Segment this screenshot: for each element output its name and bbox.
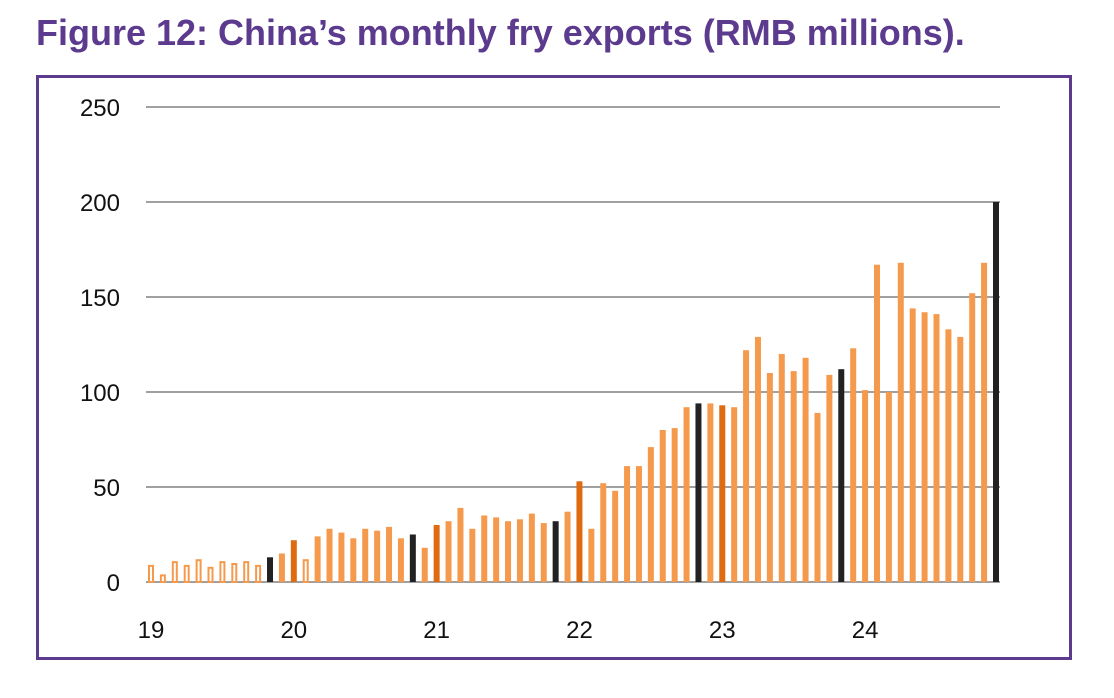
bar	[457, 507, 464, 582]
bar	[909, 308, 916, 582]
x-tick-label: 19	[138, 617, 165, 644]
bar	[421, 547, 428, 582]
bar	[814, 412, 821, 582]
bar	[969, 293, 976, 582]
bar	[159, 574, 166, 584]
bar	[374, 530, 381, 582]
bar	[671, 428, 678, 582]
bar	[445, 521, 452, 582]
bar	[255, 564, 262, 584]
y-tick-label: 100	[80, 380, 120, 407]
bar	[885, 392, 892, 582]
bar	[778, 354, 785, 582]
bar	[195, 559, 202, 584]
bar	[624, 466, 631, 582]
bar	[576, 481, 583, 582]
bar	[314, 536, 321, 582]
bar	[564, 511, 571, 582]
bar	[921, 312, 928, 582]
y-tick-label: 0	[107, 570, 120, 597]
bar	[683, 407, 690, 582]
bar	[612, 490, 619, 582]
bar	[362, 528, 369, 582]
bar	[552, 521, 559, 582]
bar	[600, 483, 607, 582]
bar	[516, 519, 523, 582]
bar	[481, 515, 488, 582]
bar	[171, 561, 178, 583]
chart-frame	[36, 75, 1072, 660]
bar	[766, 373, 773, 582]
bar	[993, 202, 999, 582]
bar	[731, 407, 738, 582]
bar	[957, 336, 964, 582]
gridlines	[146, 106, 1000, 583]
y-tick-label: 250	[80, 95, 120, 122]
bar	[933, 314, 940, 582]
bar	[635, 466, 642, 582]
bar	[719, 405, 726, 582]
bar	[267, 557, 274, 582]
bar	[231, 563, 238, 583]
x-tick-label: 24	[852, 617, 879, 644]
bar	[243, 561, 250, 583]
bar	[802, 357, 809, 582]
bar	[838, 369, 845, 582]
bar	[754, 336, 761, 582]
bar	[659, 430, 666, 582]
bar	[433, 525, 440, 582]
x-axis-ticks: 19 20 21 22 23 24	[138, 617, 879, 644]
bar	[469, 528, 476, 582]
figure-title: Figure 12: China’s monthly fry exports (…	[36, 12, 965, 53]
bar	[386, 526, 393, 582]
bar	[981, 262, 988, 582]
bar	[790, 371, 797, 582]
y-tick-label: 50	[93, 475, 120, 502]
bar	[945, 329, 952, 582]
bar	[873, 264, 880, 582]
bar	[493, 517, 500, 582]
x-tick-label: 20	[280, 617, 307, 644]
bar	[862, 390, 869, 582]
x-tick-label: 21	[423, 617, 450, 644]
y-tick-label: 200	[80, 190, 120, 217]
bar	[588, 528, 595, 582]
bar	[743, 350, 750, 582]
bar	[148, 564, 154, 584]
bar	[302, 559, 309, 584]
bars	[148, 202, 999, 584]
bar	[695, 403, 702, 582]
bar	[278, 553, 285, 582]
bar	[540, 523, 547, 582]
bar	[897, 262, 904, 582]
bar	[183, 564, 190, 584]
bar	[338, 532, 345, 582]
bar	[397, 538, 404, 582]
bar	[290, 540, 297, 582]
bar	[207, 566, 214, 583]
bar	[826, 374, 833, 582]
bar	[219, 561, 226, 583]
x-tick-label: 22	[566, 617, 593, 644]
bar	[850, 348, 857, 582]
bar	[505, 521, 512, 582]
y-axis-ticks: 0 50 100 150 200 250	[80, 95, 120, 597]
y-tick-label: 150	[80, 285, 120, 312]
bar	[409, 534, 416, 582]
bar	[707, 403, 714, 582]
bar	[528, 513, 535, 582]
bar	[350, 538, 357, 582]
bar	[647, 447, 654, 582]
bar	[326, 528, 333, 582]
x-tick-label: 23	[709, 617, 736, 644]
